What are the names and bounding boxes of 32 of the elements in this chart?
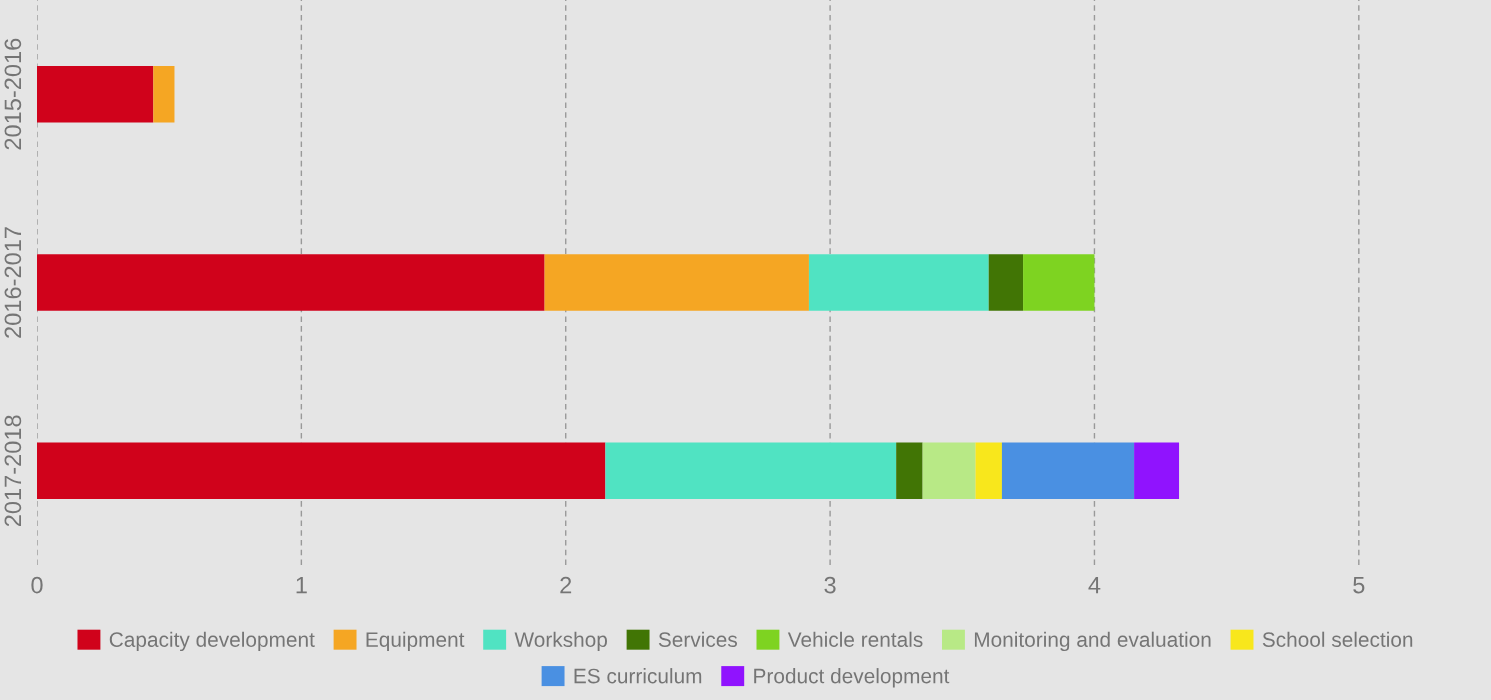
x-tick-label: 1 <box>296 576 307 594</box>
y-tick-label: 2015-2016 <box>4 38 22 150</box>
legend-label: Equipment <box>366 631 465 652</box>
legend-label: Services <box>658 631 737 647</box>
bar <box>808 254 989 311</box>
x-tick-label: 0 <box>31 576 43 594</box>
bar <box>605 442 897 500</box>
bar <box>896 442 923 500</box>
x-tick-label: 3 <box>824 576 836 594</box>
bar <box>37 442 606 500</box>
x-tick-label: 4 <box>1088 576 1101 594</box>
bar <box>153 65 175 123</box>
y-tick-label: 2016-2017 <box>4 227 22 338</box>
legend-label: Capacity development <box>109 631 315 652</box>
bar <box>1001 442 1135 500</box>
y-tick-label: 2017-2018 <box>4 415 22 527</box>
bar <box>988 254 1024 311</box>
bar <box>37 254 545 311</box>
legend-label: ES curriculum <box>574 668 702 684</box>
legend-label: Workshop <box>514 631 607 652</box>
legend-label: School selection <box>1262 631 1413 647</box>
legend-label: Product development <box>754 668 950 688</box>
x-tick-label: 2 <box>560 576 572 594</box>
x-tick-label: 5 <box>1353 576 1365 594</box>
bar <box>922 442 976 500</box>
bar <box>975 442 1002 500</box>
legend-label: Vehicle rentals <box>787 631 923 647</box>
bar <box>544 254 809 311</box>
bar <box>1023 254 1095 311</box>
bar <box>37 65 154 123</box>
bar <box>1134 442 1180 500</box>
legend-label: Monitoring and evaluation <box>974 631 1211 652</box>
